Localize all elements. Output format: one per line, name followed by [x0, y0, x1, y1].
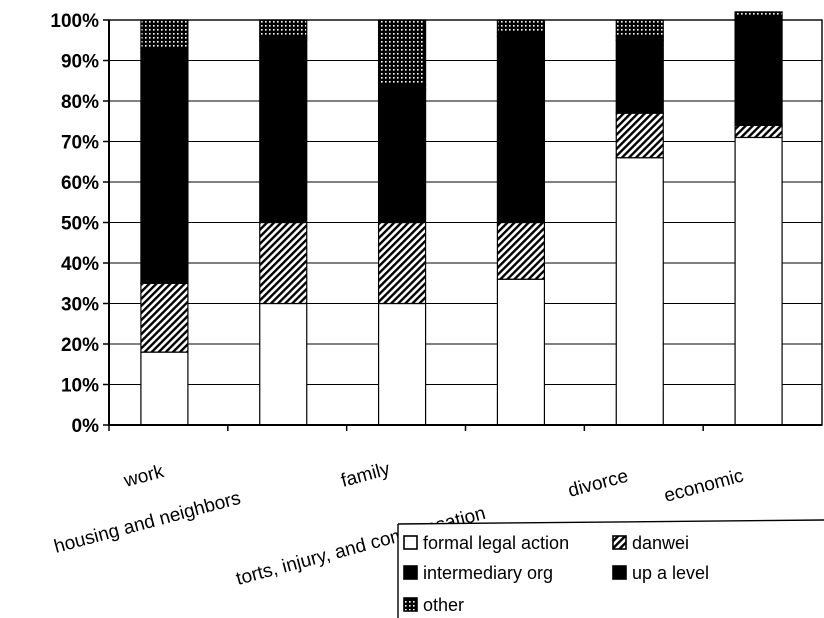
bars	[140, 11, 783, 426]
y-tick-labels: 0% 10% 20% 30% 40% 50% 60% 70% 80% 90% 100%	[50, 11, 99, 437]
bar-segment-up-a-level	[734, 15, 783, 21]
bar-segment-other	[377, 19, 427, 86]
x-category-label: economic	[662, 465, 746, 506]
bar-segment-formal-legal-action	[259, 302, 308, 426]
bar-segment-danwei	[259, 221, 308, 305]
bar-segment-intermediary-org	[377, 88, 427, 224]
y-tick-label: 0%	[72, 416, 100, 437]
y-tick-label: 40%	[61, 254, 99, 275]
y-tick-label: 60%	[61, 173, 99, 194]
bar-segment-other	[734, 11, 783, 17]
axes	[103, 19, 822, 431]
legend-border	[397, 519, 824, 525]
legend-swatch	[612, 565, 627, 580]
legend: formal legal action danwei intermediary or…	[397, 519, 824, 618]
legend-swatch	[403, 535, 418, 550]
bar-segment-formal-legal-action	[734, 136, 783, 426]
bar-segment-formal-legal-action	[496, 278, 546, 426]
legend-label: intermediary org	[423, 563, 553, 583]
x-category-label: work	[121, 461, 167, 492]
bar-segment-other	[615, 19, 664, 37]
y-tick-label: 70%	[61, 133, 99, 154]
x-category-label: housing and neighbors	[52, 488, 243, 558]
bar-segment-intermediary-org	[140, 51, 189, 284]
bar-segment-intermediary-org	[496, 35, 546, 224]
bar-segment-danwei	[140, 282, 189, 353]
bar-segment-danwei	[734, 124, 783, 139]
x-category-label: family	[339, 459, 393, 492]
bar-segment-other	[496, 19, 546, 33]
bar-segment-formal-legal-action	[377, 302, 427, 426]
bar-segment-up-a-level	[615, 35, 664, 41]
legend-label: up a level	[632, 563, 709, 583]
y-tick-label: 30%	[61, 295, 99, 316]
legend-swatch	[403, 597, 418, 612]
gridlines	[108, 19, 823, 426]
y-tick-label: 10%	[61, 376, 99, 397]
bar-segment-danwei	[377, 221, 427, 305]
bar-segment-danwei	[615, 112, 664, 159]
bar-segment-formal-legal-action	[615, 157, 664, 426]
bar-segment-up-a-level	[259, 35, 308, 41]
bar-segment-intermediary-org	[615, 39, 664, 114]
bar-segment-formal-legal-action	[140, 351, 189, 426]
bar-segment-intermediary-org	[734, 19, 783, 126]
y-tick-label: 90%	[61, 52, 99, 73]
bar-segment-other	[259, 19, 308, 37]
y-tick-label: 20%	[61, 335, 99, 356]
y-tick-label: 50%	[61, 214, 99, 235]
legend-swatch	[612, 535, 627, 550]
legend-label: formal legal action	[423, 533, 569, 553]
legend-label: other	[423, 595, 464, 615]
y-tick-label: 80%	[61, 92, 99, 113]
bar-segment-up-a-level	[140, 47, 189, 53]
legend-box	[398, 524, 824, 618]
y-tick-label: 100%	[50, 11, 99, 32]
bar-segment-up-a-level	[496, 31, 546, 37]
bar-segment-up-a-level	[377, 84, 427, 90]
legend-swatch	[403, 565, 418, 580]
legend-label: danwei	[632, 533, 689, 553]
bar-segment-danwei	[496, 221, 546, 280]
bar-segment-other	[140, 19, 189, 49]
bar-segment-intermediary-org	[259, 39, 308, 224]
x-category-label: divorce	[566, 466, 631, 502]
